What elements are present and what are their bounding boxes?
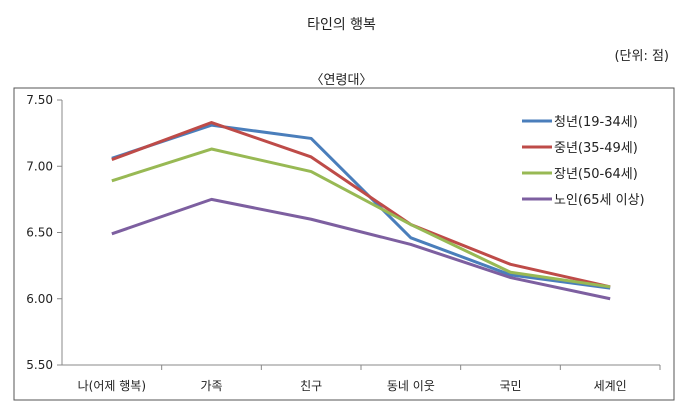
x-tick-label: 동네 이웃	[387, 379, 435, 393]
legend-label: 장년(50-64세)	[554, 167, 638, 182]
series-line-1	[111, 121, 611, 289]
legend-label: 노인(65세 이상)	[554, 193, 645, 208]
chart-title: 타인의 행복	[307, 17, 376, 33]
series-line-2	[111, 147, 611, 289]
series-line-0	[111, 123, 611, 290]
series-line-3	[111, 197, 611, 301]
y-tick-label: 6.00	[26, 292, 53, 306]
x-tick-label: 친구	[300, 379, 322, 393]
chart-subtitle: 〈연령대〉	[310, 73, 373, 88]
unit-label: (단위: 점)	[614, 49, 669, 64]
x-tick-label: 나(어제 행복)	[78, 378, 146, 393]
x-tick-label: 세계인	[594, 379, 627, 393]
y-tick-label: 5.50	[26, 358, 53, 372]
legend-label: 청년(19-34세)	[554, 115, 638, 130]
x-tick-label: 국민	[499, 379, 521, 393]
chart-frame	[13, 87, 675, 401]
y-tick-label: 7.00	[26, 159, 53, 173]
x-tick-label: 가족	[200, 379, 222, 393]
y-tick-label: 7.50	[26, 93, 53, 107]
legend-label: 중년(35-49세)	[554, 141, 638, 156]
y-tick-label: 6.50	[26, 226, 53, 240]
